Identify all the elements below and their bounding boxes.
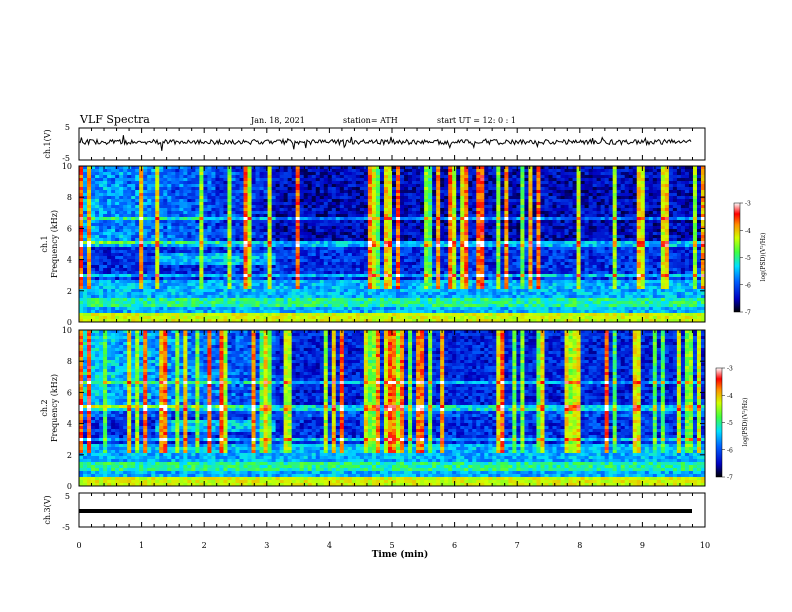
ch1-ylabel-frequency: Frequency (kHz): [50, 210, 59, 278]
frequency-tick-label: 10: [62, 162, 72, 171]
ch2-colorbar-ticks: -3 -4 -5 -6 -7: [722, 366, 733, 482]
colorbar-tick-label: -7: [745, 310, 751, 317]
ch3-ytick-top: 5: [65, 492, 70, 501]
colorbar-tick-label: -4: [727, 393, 733, 400]
ch3-ytick-bottom: -5: [62, 523, 70, 532]
time-tick-label: 1: [139, 541, 144, 550]
time-tick-label: 2: [202, 541, 207, 550]
time-tick-label: 9: [640, 541, 645, 550]
colorbar-tick-label: -6: [745, 282, 751, 289]
time-tick-label: 7: [515, 541, 520, 550]
time-tick-label: 0: [76, 541, 81, 550]
ch2-ylabel-frequency: Frequency (kHz): [50, 374, 59, 442]
start-time-label: start UT = 12: 0 : 1: [437, 116, 516, 125]
frequency-tick-label: 4: [67, 256, 72, 265]
ch2-spectrogram-panel: 0 2 4 6 8 10 ch.2 Frequency (kHz): [40, 326, 705, 491]
ch3-waveform-ylabel: ch.3(V): [43, 495, 52, 524]
time-tick-label: 5: [389, 541, 394, 550]
frequency-tick-label: 6: [67, 224, 72, 233]
ch2-ylabel-channel: ch.2: [40, 399, 49, 416]
colorbar-tick-label: -7: [727, 475, 733, 482]
time-axis-label: Time (min): [372, 549, 429, 560]
ch1-ytick-top: 5: [65, 123, 70, 132]
ch1-ylabel-channel: ch.1: [40, 235, 49, 252]
colorbar-tick-label: -5: [727, 420, 733, 427]
ch1-colorbar: -3 -4 -5 -6 -7 log(PSD)(V²/Hz): [734, 201, 767, 317]
station-label: station= ATH: [343, 116, 398, 125]
colorbar-tick-label: -6: [727, 447, 733, 454]
time-tick-label: 3: [264, 541, 269, 550]
time-tick-label: 6: [452, 541, 457, 550]
frequency-tick-label: 8: [67, 193, 72, 202]
frequency-tick-label: 2: [67, 287, 72, 296]
ch1-colorbar-ticks: -3 -4 -5 -6 -7: [740, 201, 751, 317]
time-tick-label: 8: [577, 541, 582, 550]
colorbar-tick-label: -3: [745, 201, 751, 208]
colorbar-tick-label: -4: [745, 228, 751, 235]
frequency-tick-label: 2: [67, 451, 72, 460]
ch2-colorbar: -3 -4 -5 -6 -7 log(PSD)(V²/Hz): [716, 366, 749, 482]
ch1-waveform-ylabel: ch.1(V): [43, 129, 52, 158]
ch1-waveform-panel: 5 -5 ch.1(V): [43, 123, 705, 163]
time-tick-label: 4: [327, 541, 332, 550]
ch2-colorbar-label: log(PSD)(V²/Hz): [742, 398, 749, 447]
frequency-tick-label: 10: [62, 326, 72, 335]
frequency-tick-label: 0: [67, 482, 72, 491]
ch1-colorbar-label: log(PSD)(V²/Hz): [760, 233, 767, 282]
date-label: Jan. 18, 2021: [250, 116, 305, 125]
ch2-spectrogram-heatmap: [79, 330, 705, 486]
frequency-tick-label: 4: [67, 420, 72, 429]
time-tick-label: 10: [700, 541, 710, 550]
ch1-spectrogram-heatmap: [79, 166, 705, 322]
frequency-tick-label: 8: [67, 357, 72, 366]
figure-title: VLF Spectra: [79, 113, 150, 126]
ch3-waveform-panel: 5 -5 ch.3(V): [43, 492, 705, 532]
colorbar-tick-label: -5: [745, 255, 751, 262]
frequency-tick-label: 6: [67, 388, 72, 397]
colorbar-tick-label: -3: [727, 366, 733, 373]
ch3-waveform-line: [79, 509, 692, 513]
